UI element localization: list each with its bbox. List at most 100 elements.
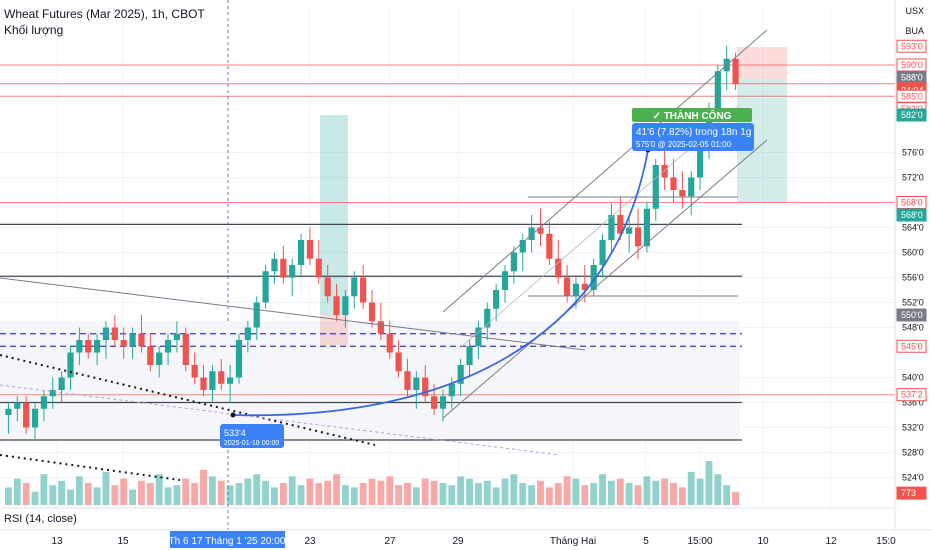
volume-bar bbox=[528, 485, 536, 505]
volume-bar bbox=[182, 478, 190, 505]
candle-body bbox=[138, 333, 145, 347]
volume-bar bbox=[448, 485, 456, 505]
volume-bar bbox=[350, 487, 358, 505]
volume-bar bbox=[670, 483, 677, 505]
candle-body bbox=[342, 296, 349, 315]
volume-bar bbox=[590, 483, 598, 505]
position-zones bbox=[0, 47, 787, 440]
price-axis[interactable]: 576'0 572'0 564'0 560'0 556'0 552'0 548'0 540'0… bbox=[894, 0, 932, 530]
candle-body bbox=[634, 227, 642, 247]
candle-body bbox=[608, 215, 615, 240]
volume-bar bbox=[359, 483, 367, 505]
price-tick-label: 532'0 bbox=[902, 423, 924, 433]
volume-label[interactable]: Khối lượng bbox=[4, 23, 64, 37]
price-badge-label: 537'2 bbox=[901, 390, 923, 400]
candle-body bbox=[643, 208, 650, 247]
volume-bar bbox=[377, 480, 385, 505]
volume-bar bbox=[537, 480, 544, 505]
drawings: ✓ THÀNH CÔNG 41'6 (7.82%) trong 18n 1g 575… bbox=[0, 29, 768, 481]
candle-body bbox=[191, 365, 198, 378]
candle-body bbox=[696, 146, 704, 178]
price-badge bbox=[896, 208, 927, 222]
date-tick-label: 29 bbox=[452, 536, 464, 547]
candle-body bbox=[306, 240, 314, 259]
candle-body bbox=[227, 377, 234, 384]
candle-body bbox=[413, 377, 420, 390]
currency-label[interactable]: USX bbox=[905, 6, 924, 16]
measure-start-dot bbox=[230, 412, 236, 418]
volume-bar bbox=[31, 491, 39, 505]
candle-body bbox=[209, 371, 216, 390]
candle-body bbox=[688, 177, 695, 197]
volume-bar bbox=[244, 478, 252, 505]
success-badge bbox=[632, 108, 752, 122]
volume-bar bbox=[404, 483, 411, 505]
volume-bar bbox=[271, 487, 278, 505]
price-badge-label: 545'0 bbox=[901, 341, 923, 351]
date-axis[interactable]: 13 15 23 27 29 Tháng Hai 5 15:00 10 12 15:0 Th 6 17… bbox=[0, 507, 932, 550]
volume-bar bbox=[67, 489, 74, 505]
volume-bar bbox=[306, 478, 314, 505]
faint-trend-line bbox=[0, 384, 561, 456]
volume-bar bbox=[519, 483, 527, 505]
candle-body bbox=[40, 396, 48, 409]
price-badge-label: 588'0 bbox=[901, 73, 923, 83]
start-value: 533'4 bbox=[224, 428, 246, 438]
success-badge-text: ✓ THÀNH CÔNG bbox=[653, 109, 732, 122]
volume-bar bbox=[563, 476, 571, 505]
volume-bar bbox=[22, 483, 30, 505]
volume-bar bbox=[58, 480, 66, 505]
volume-bar bbox=[616, 478, 624, 505]
rsi-label[interactable]: RSI (14, close) bbox=[4, 513, 77, 525]
candle-body bbox=[173, 333, 181, 340]
volume-bar bbox=[457, 476, 465, 505]
dotted-trend-line bbox=[0, 454, 181, 481]
candle-body bbox=[484, 308, 491, 328]
candle-body bbox=[626, 227, 633, 234]
price-badge bbox=[896, 308, 927, 322]
volume-bar bbox=[395, 485, 403, 505]
price-badge-label: 582'0 bbox=[901, 110, 923, 120]
candle-body bbox=[58, 377, 65, 390]
price-tick-label: 524'0 bbox=[902, 473, 924, 483]
volume-bar bbox=[723, 485, 731, 505]
price-badge bbox=[896, 486, 927, 500]
price-badge bbox=[896, 108, 927, 122]
chart-legend: Wheat Futures (Mar 2025), 1h, CBOT Khối … bbox=[4, 6, 205, 38]
start-date: 2025-01-18 00:00 bbox=[224, 440, 279, 447]
price-badge-label: 773 bbox=[901, 488, 916, 498]
volume-bar bbox=[652, 480, 660, 505]
price-badge-label: 585'0 bbox=[901, 91, 923, 101]
price-tick-label: 556'0 bbox=[902, 273, 924, 283]
candle-body bbox=[315, 258, 322, 278]
trend-line bbox=[0, 277, 586, 351]
volume-bar bbox=[253, 474, 261, 505]
volume-bar bbox=[501, 478, 509, 505]
date-tick-label: 10 bbox=[757, 536, 769, 547]
volume-bar bbox=[607, 480, 615, 505]
candle-body bbox=[528, 227, 535, 240]
candle-body bbox=[262, 271, 269, 303]
volume-bar bbox=[554, 483, 562, 505]
volume-bar bbox=[368, 478, 376, 505]
price-badge bbox=[896, 39, 927, 53]
price-tick-label: 548'0 bbox=[902, 323, 924, 333]
candle-body bbox=[448, 383, 455, 397]
volume-bar bbox=[678, 487, 686, 505]
candle-body bbox=[581, 283, 588, 290]
candle-body bbox=[111, 327, 118, 340]
price-tick-label: 540'0 bbox=[902, 373, 924, 383]
symbol-title[interactable]: Wheat Futures (Mar 2025), 1h, CBOT bbox=[4, 7, 205, 21]
candle-body bbox=[49, 390, 56, 397]
candle-body bbox=[510, 252, 517, 272]
date-tick-label: 13 bbox=[51, 536, 63, 547]
date-tick-label: 12 bbox=[825, 536, 837, 547]
candle-body bbox=[679, 190, 686, 197]
candle-body bbox=[297, 240, 305, 265]
side-label[interactable]: BUA bbox=[905, 26, 924, 36]
candle-body bbox=[31, 408, 39, 428]
candle-body bbox=[457, 365, 464, 384]
candle-body bbox=[395, 352, 402, 372]
date-tick-label: 15:00 bbox=[687, 536, 712, 547]
